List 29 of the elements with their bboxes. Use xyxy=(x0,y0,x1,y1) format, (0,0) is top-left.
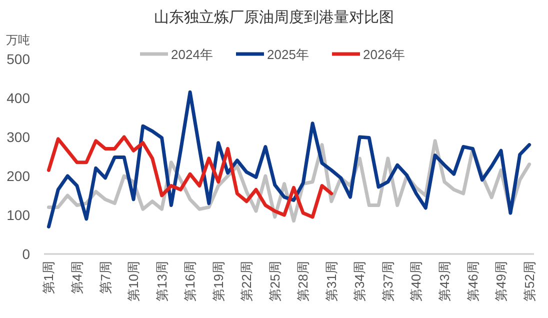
chart-title: 山东独立炼厂原油周度到港量对比图 xyxy=(154,9,394,26)
x-tick-label: 第34周 xyxy=(352,261,368,302)
legend-label: 2026年 xyxy=(363,47,405,62)
x-tick-label: 第46周 xyxy=(465,261,480,302)
x-tick-label: 第31周 xyxy=(324,261,339,302)
y-tick-label: 0 xyxy=(22,246,30,262)
x-tick-label: 第43周 xyxy=(436,261,452,302)
y-tick-label: 100 xyxy=(6,207,30,223)
x-tick-label: 第16周 xyxy=(182,261,198,302)
x-tick-label: 第19周 xyxy=(210,261,226,302)
x-tick-label: 第1周 xyxy=(41,261,56,294)
y-tick-label: 200 xyxy=(6,168,30,184)
x-tick-label: 第22周 xyxy=(239,261,254,302)
y-tick-label: 300 xyxy=(6,129,30,145)
legend-label: 2025年 xyxy=(267,47,309,62)
x-tick-label: 第40周 xyxy=(408,261,424,302)
x-tick-label: 第25周 xyxy=(267,261,282,302)
x-tick-label: 第13周 xyxy=(154,261,170,302)
x-tick-label: 第52周 xyxy=(522,261,537,302)
y-tick-label: 500 xyxy=(6,51,30,67)
y-axis-title: 万吨 xyxy=(6,33,30,47)
x-tick-label: 第28周 xyxy=(296,261,311,302)
y-tick-label: 400 xyxy=(6,90,30,106)
x-tick-label: 第49周 xyxy=(494,261,509,302)
x-tick-label: 第37周 xyxy=(380,261,396,302)
x-tick-label: 第7周 xyxy=(98,261,113,294)
legend-label: 2024年 xyxy=(171,47,213,62)
x-tick-label: 第10周 xyxy=(126,261,142,302)
x-tick-label: 第4周 xyxy=(69,261,84,294)
